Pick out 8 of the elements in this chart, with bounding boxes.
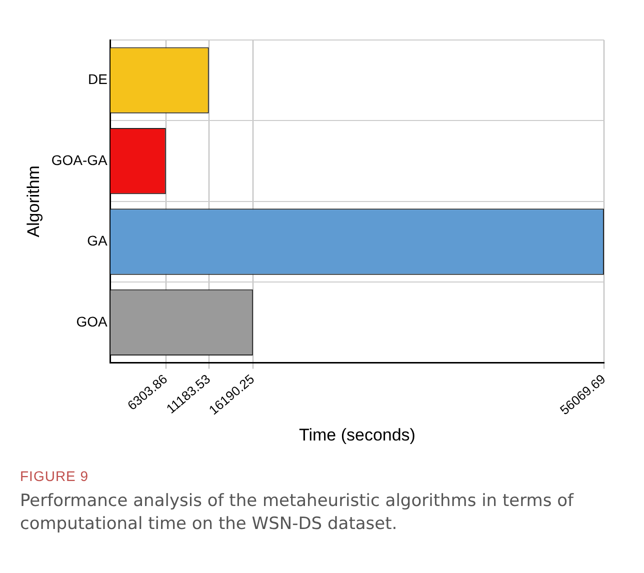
y-axis-title: Algorithm [24, 165, 43, 238]
y-tick-label: GOA [76, 313, 108, 330]
y-tick-label: GA [87, 232, 108, 249]
caption: FIGURE 9 [20, 468, 90, 484]
y-tick-label: GOA-GA [51, 152, 108, 168]
x-axis-title: Time (seconds) [298, 425, 416, 444]
y-tick-label: DE [88, 71, 108, 88]
text: Performance analysis of the metaheuristic algorithms in terms of computational time on the WSN-DS dataset. [20, 490, 575, 536]
